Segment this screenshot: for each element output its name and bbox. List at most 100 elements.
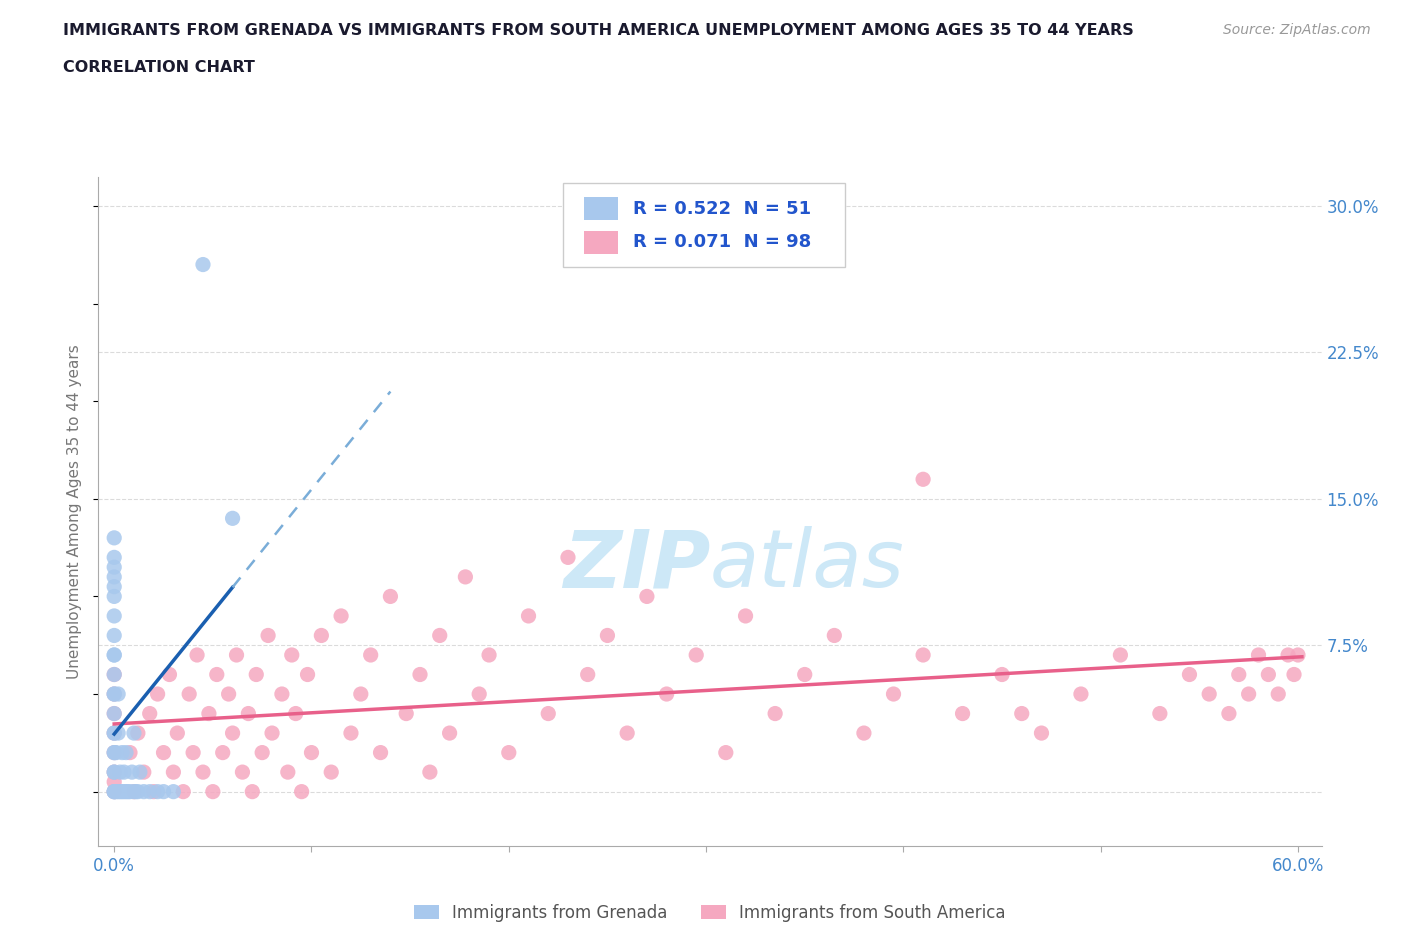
Point xyxy=(1031,725,1053,740)
Point xyxy=(991,667,1014,682)
Point xyxy=(685,647,707,662)
Point xyxy=(117,784,139,799)
Point xyxy=(103,706,125,721)
Point xyxy=(301,745,323,760)
Point xyxy=(179,686,201,701)
Point xyxy=(121,764,143,779)
Point xyxy=(321,764,343,779)
FancyBboxPatch shape xyxy=(564,183,845,267)
Point xyxy=(107,725,129,740)
Point xyxy=(103,608,125,623)
Point xyxy=(103,667,125,682)
Point xyxy=(1178,667,1201,682)
Legend: Immigrants from Grenada, Immigrants from South America: Immigrants from Grenada, Immigrants from… xyxy=(408,897,1012,928)
Point xyxy=(439,725,461,740)
Point xyxy=(291,784,314,799)
Point xyxy=(240,784,263,799)
Point xyxy=(103,647,125,662)
Point xyxy=(142,784,165,799)
Point xyxy=(122,784,145,799)
Point xyxy=(112,764,135,779)
Point xyxy=(1277,647,1299,662)
Point xyxy=(138,784,160,799)
Point xyxy=(498,745,520,760)
Point xyxy=(1218,706,1240,721)
Point xyxy=(103,745,125,760)
Point xyxy=(912,647,935,662)
Point xyxy=(655,686,678,701)
Point xyxy=(152,745,174,760)
Point xyxy=(297,667,319,682)
Point xyxy=(103,589,125,604)
Point xyxy=(257,628,280,643)
Point xyxy=(181,745,204,760)
Point xyxy=(118,784,141,799)
Point xyxy=(103,784,125,799)
Point xyxy=(122,725,145,740)
Point xyxy=(409,667,432,682)
Bar xyxy=(583,197,619,220)
Point xyxy=(1257,667,1279,682)
Point xyxy=(1198,686,1220,701)
Point xyxy=(340,725,363,740)
Point xyxy=(952,706,974,721)
Point xyxy=(103,725,125,740)
Point xyxy=(576,667,599,682)
Point xyxy=(103,550,125,565)
Point xyxy=(125,784,148,799)
Point xyxy=(245,667,267,682)
Point xyxy=(105,784,128,799)
Point xyxy=(107,784,129,799)
Point xyxy=(250,745,273,760)
Point xyxy=(218,686,240,701)
Point xyxy=(478,647,501,662)
Point xyxy=(105,745,128,760)
Point xyxy=(360,647,382,662)
Point xyxy=(370,745,392,760)
Point xyxy=(112,784,135,799)
Point xyxy=(103,745,125,760)
Point xyxy=(793,667,815,682)
Point xyxy=(103,725,125,740)
Point xyxy=(883,686,905,701)
Point xyxy=(159,667,181,682)
Y-axis label: Unemployment Among Ages 35 to 44 years: Unemployment Among Ages 35 to 44 years xyxy=(67,344,83,679)
Point xyxy=(103,706,125,721)
Point xyxy=(146,784,169,799)
Point xyxy=(132,764,155,779)
Point xyxy=(1149,706,1171,721)
Point xyxy=(596,628,619,643)
Point xyxy=(1237,686,1260,701)
Point xyxy=(103,764,125,779)
Point xyxy=(823,628,845,643)
Point xyxy=(103,764,125,779)
Point xyxy=(852,725,875,740)
Point xyxy=(557,550,579,565)
Point xyxy=(162,784,184,799)
Point xyxy=(186,647,208,662)
Bar xyxy=(583,231,619,254)
Point xyxy=(231,764,253,779)
Text: ZIP: ZIP xyxy=(562,526,710,605)
Point xyxy=(537,706,560,721)
Point xyxy=(429,628,451,643)
Text: R = 0.071  N = 98: R = 0.071 N = 98 xyxy=(633,233,811,251)
Point xyxy=(108,784,131,799)
Point xyxy=(103,569,125,584)
Point xyxy=(103,784,125,799)
Point xyxy=(1227,667,1250,682)
Point xyxy=(714,745,737,760)
Point xyxy=(111,784,134,799)
Text: atlas: atlas xyxy=(710,526,905,605)
Point xyxy=(103,667,125,682)
Point xyxy=(191,764,214,779)
Point xyxy=(201,784,224,799)
Point xyxy=(172,784,194,799)
Point xyxy=(350,686,373,701)
Point xyxy=(127,784,149,799)
Point xyxy=(221,511,243,525)
Point xyxy=(277,764,299,779)
Point xyxy=(115,745,138,760)
Point xyxy=(395,706,418,721)
Point xyxy=(103,764,125,779)
